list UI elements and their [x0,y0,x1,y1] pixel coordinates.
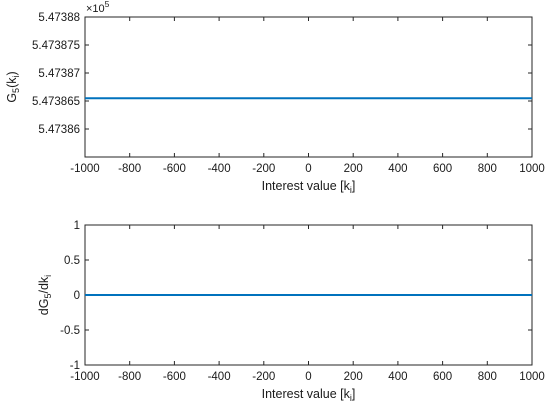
top-x-tick-label: -200 [252,163,275,175]
top-y-tick-label: 5.473865 [32,96,80,108]
top-x-ticks: -1000 -800 -600 -400 -200 0 200 400 600 800 1000 [70,17,545,175]
bottom-x-tick-label: -800 [118,371,141,383]
top-x-axis-title: Interest value [ki] [262,179,356,195]
bottom-x-tick-label: 1000 [519,371,545,383]
bottom-x-tick-label: 800 [478,371,497,383]
top-y-tick-label: 5.47387 [38,68,80,80]
bottom-x-tick-label: 0 [305,371,311,383]
top-x-tick-label: -800 [118,163,141,175]
bottom-x-ticks: -1000 -800 -600 -400 -200 0 200 400 600 800 1000 [70,225,545,383]
bottom-x-tick-label: -600 [163,371,186,383]
top-x-tick-label: 600 [433,163,452,175]
top-x-tick-label: -600 [163,163,186,175]
bottom-y-tick-label: -0.5 [60,325,80,337]
top-plot-axes-box [84,16,533,158]
top-plot: -1000 -800 -600 -400 -200 0 200 400 600 800 1000 5… [5,0,545,195]
top-y-tick-label: 5.47386 [38,124,80,136]
bottom-plot: -1000 -800 -600 -400 -200 0 200 400 600 800 1000 -… [37,220,545,403]
top-x-tick-label: 400 [388,163,407,175]
top-x-tick-label: -1000 [70,163,99,175]
bottom-x-tick-label: 400 [388,371,407,383]
top-x-tick-label: -400 [208,163,231,175]
bottom-y-axis-title: dG5/dki [37,275,53,315]
bottom-y-tick-label: 0 [74,290,80,302]
bottom-x-axis-title: Interest value [ki] [262,387,356,403]
bottom-x-tick-label: 600 [433,371,452,383]
top-y-exponent: ×105 [86,0,110,15]
bottom-y-tick-label: 1 [74,220,80,232]
top-x-tick-label: 800 [478,163,497,175]
bottom-x-tick-label: -1000 [70,371,99,383]
bottom-y-ticks: -1 -0.5 0 0.5 1 [60,220,532,372]
top-x-tick-label: 200 [344,163,363,175]
bottom-x-tick-label: -400 [208,371,231,383]
bottom-x-tick-label: -200 [252,371,275,383]
bottom-y-tick-label: -1 [70,360,80,372]
top-x-tick-label: 0 [305,163,311,175]
top-y-tick-label: 5.473875 [32,40,80,52]
top-y-axis-title: G5(ki) [5,71,21,102]
bottom-x-tick-label: 200 [344,371,363,383]
top-x-tick-label: 1000 [519,163,545,175]
bottom-y-tick-label: 0.5 [64,255,80,267]
top-y-ticks: 5.47386 5.473865 5.47387 5.473875 5.47388 [32,12,532,136]
top-y-tick-label: 5.47388 [38,12,80,24]
